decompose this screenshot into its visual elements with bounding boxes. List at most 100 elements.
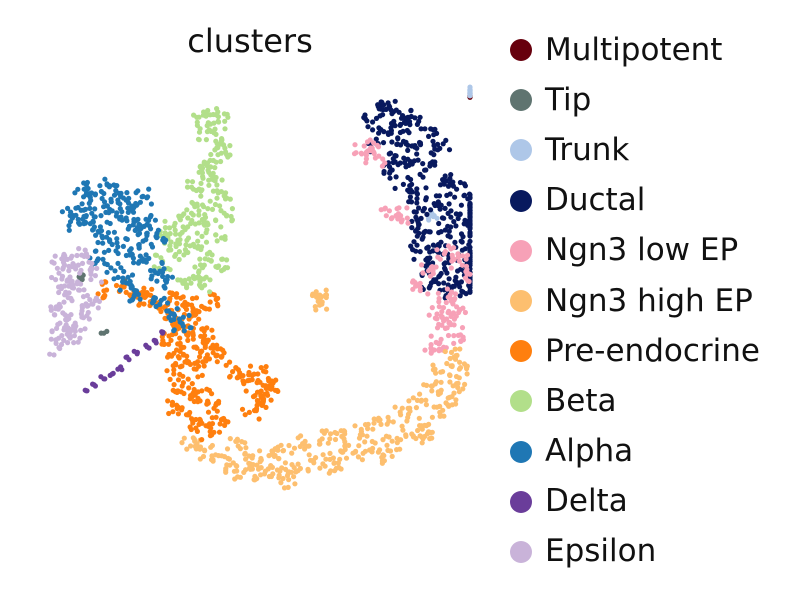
scatter-point: [115, 366, 121, 372]
scatter-point: [204, 160, 211, 166]
scatter-point: [169, 353, 175, 359]
scatter-point: [175, 341, 181, 347]
scatter-point: [214, 346, 220, 352]
scatter-point: [88, 271, 94, 277]
scatter-point: [168, 337, 174, 343]
scatter-point: [386, 208, 392, 214]
scatter-point: [189, 381, 195, 387]
scatter-point: [62, 312, 68, 318]
scatter-point: [186, 276, 192, 282]
scatter-point: [81, 213, 87, 220]
scatter-point: [149, 273, 155, 279]
scatter-point: [215, 303, 221, 309]
scatter-point: [130, 222, 136, 228]
scatter-point: [426, 217, 432, 223]
scatter-point: [218, 208, 224, 214]
scatter-point: [92, 192, 98, 198]
scatter-point: [98, 330, 104, 336]
scatter-point: [137, 222, 143, 228]
scatter-point: [323, 287, 329, 293]
scatter-point: [365, 426, 371, 432]
scatter-point: [390, 156, 396, 162]
scatter-point: [380, 156, 386, 162]
scatter-point: [65, 295, 71, 301]
scatter-point: [94, 265, 100, 271]
scatter-point: [207, 277, 213, 283]
scatter-point: [459, 262, 465, 268]
scatter-point: [195, 359, 201, 365]
scatter-point: [192, 264, 198, 270]
legend-item: Beta: [510, 376, 760, 426]
scatter-point: [65, 340, 71, 346]
scatter-point: [335, 460, 341, 466]
scatter-point: [222, 236, 228, 242]
scatter-point: [434, 316, 440, 322]
scatter-point: [194, 119, 200, 125]
scatter-point: [427, 273, 433, 279]
scatter-point: [420, 270, 426, 276]
scatter-point: [387, 168, 393, 174]
scatter-point: [459, 325, 466, 331]
scatter-point: [297, 465, 303, 472]
scatter-point: [169, 274, 175, 280]
scatter-point: [358, 150, 364, 156]
scatter-point: [373, 136, 379, 142]
scatter-point: [102, 376, 108, 382]
scatter-point: [183, 248, 189, 254]
scatter-point: [243, 388, 249, 394]
scatter-point: [375, 144, 382, 150]
scatter-point: [370, 127, 376, 133]
scatter-point: [432, 202, 438, 209]
scatter-point: [447, 372, 453, 378]
scatter-point: [245, 378, 251, 384]
series-ductal: [361, 98, 473, 301]
scatter-point: [211, 429, 217, 435]
scatter-point: [171, 312, 178, 319]
scatter-point: [174, 291, 180, 297]
series-epsilon: [47, 246, 105, 358]
scatter-point: [190, 305, 196, 311]
scatter-point: [215, 152, 221, 158]
scatter-point: [399, 217, 405, 223]
scatter-point: [450, 183, 456, 189]
scatter-point: [266, 385, 272, 391]
scatter-point: [457, 293, 463, 299]
scatter-point: [364, 433, 370, 439]
scatter-point: [390, 159, 396, 166]
scatter-point: [404, 215, 410, 221]
scatter-point: [225, 419, 231, 425]
scatter-point: [258, 457, 264, 463]
scatter-point: [223, 362, 229, 368]
scatter-point: [82, 247, 88, 253]
scatter-point: [207, 289, 213, 295]
scatter-point: [357, 432, 363, 438]
scatter-point: [81, 287, 87, 293]
scatter-point: [115, 244, 121, 250]
scatter-point: [206, 306, 212, 312]
scatter-point: [47, 351, 53, 357]
scatter-point: [438, 379, 444, 385]
scatter-point: [68, 312, 74, 318]
scatter-point: [49, 328, 55, 334]
scatter-point: [93, 295, 99, 301]
scatter-point: [441, 280, 447, 286]
scatter-point: [203, 137, 209, 143]
scatter-point: [68, 209, 74, 215]
scatter-point: [59, 276, 65, 282]
scatter-point: [404, 205, 410, 211]
scatter-point: [205, 409, 212, 415]
scatter-point: [449, 258, 455, 264]
scatter-point: [79, 201, 85, 207]
scatter-point: [222, 265, 228, 271]
scatter-point: [85, 303, 91, 309]
scatter-point: [433, 370, 439, 376]
legend-item: Alpha: [510, 427, 760, 477]
scatter-point: [190, 336, 196, 342]
scatter-point: [233, 365, 239, 371]
legend-item: Ngn3 high EP: [510, 276, 760, 326]
scatter-point: [124, 354, 130, 360]
scatter-point: [199, 348, 205, 354]
scatter-point: [421, 205, 427, 212]
scatter-point: [78, 281, 84, 287]
scatter-point: [435, 147, 441, 153]
